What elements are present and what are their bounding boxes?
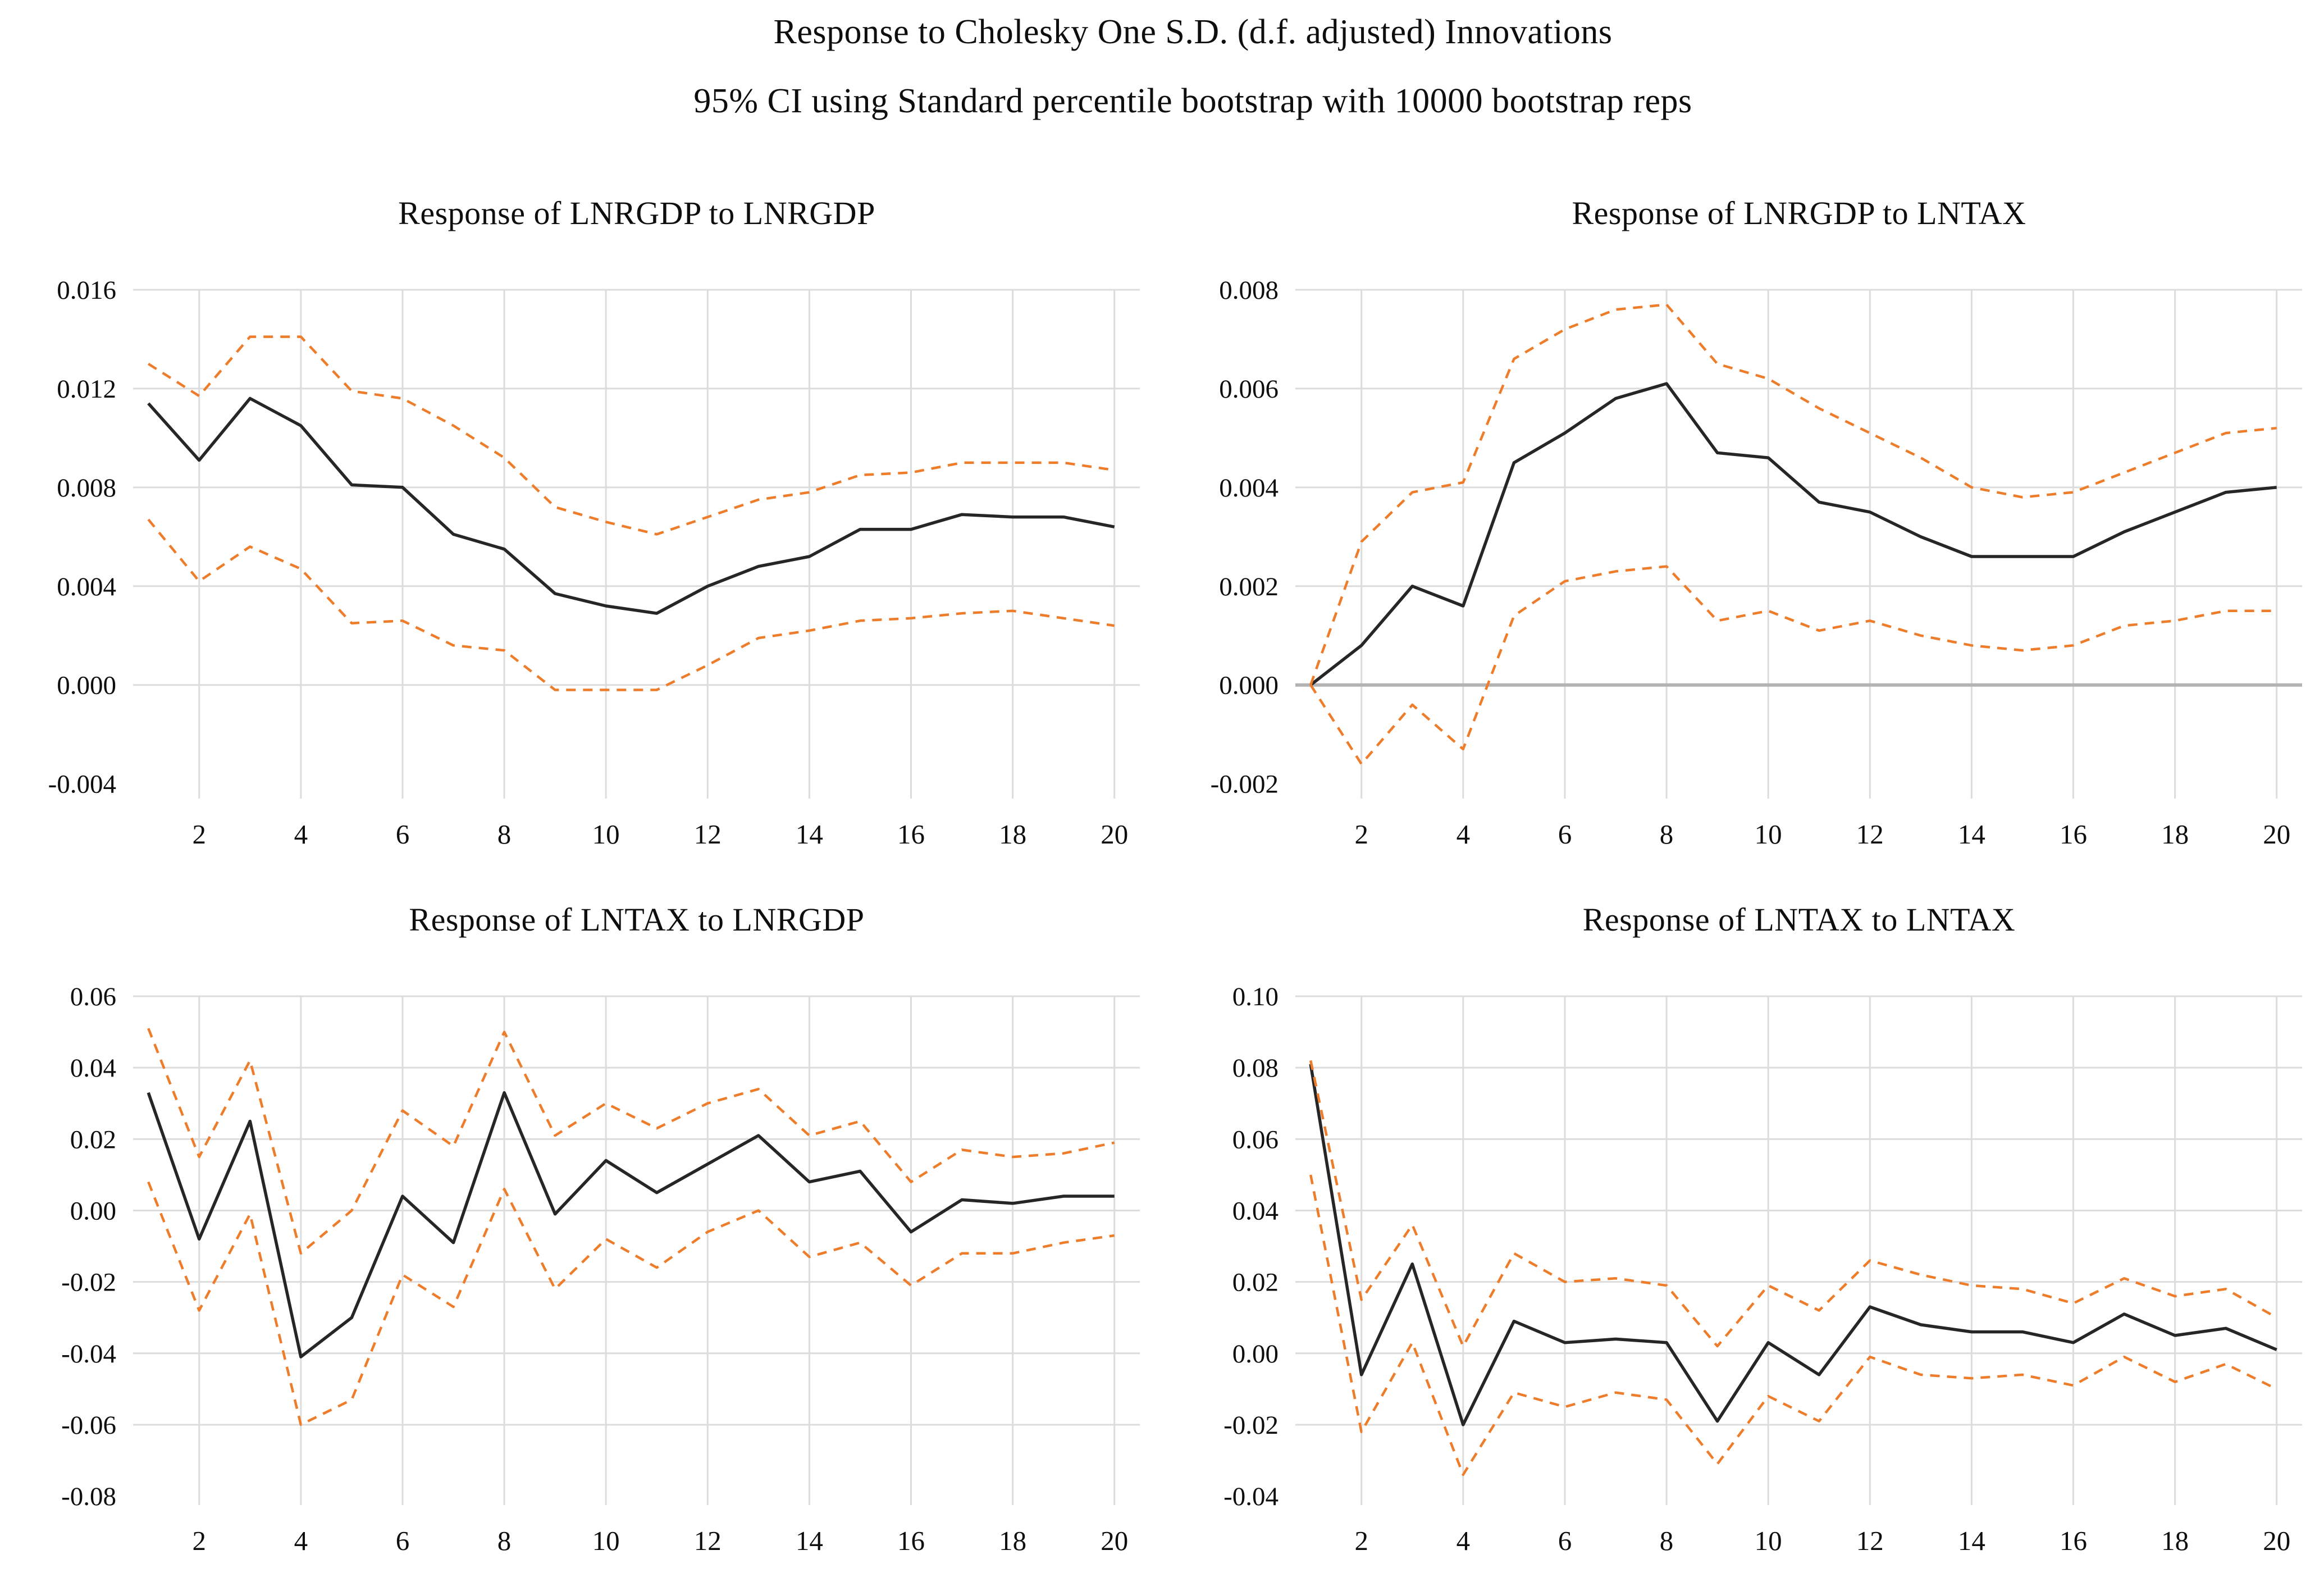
svg-text:0.00: 0.00	[70, 1196, 116, 1225]
svg-text:0.10: 0.10	[1232, 982, 1279, 1011]
svg-text:14: 14	[796, 819, 823, 850]
panel-response-lnrgdp-to-lntax: Response of LNRGDP to LNTAX 0.008 0.006 0.…	[1163, 168, 2322, 874]
svg-text:0.06: 0.06	[70, 982, 116, 1011]
panel-response-lnrgdp-to-lnrgdp: Response of LNRGDP to LNRGDP 0.016 0.012 0…	[1, 168, 1160, 874]
irf-chart-lnrgdp-to-lnrgdp: 0.016 0.012 0.008 0.004 0.000 -0.004 2 4 6 8 10 12 1…	[48, 276, 1140, 850]
svg-text:14: 14	[1958, 1525, 1985, 1556]
svg-text:10: 10	[592, 1525, 620, 1556]
svg-text:4: 4	[294, 1525, 308, 1556]
irf-chart-lntax-to-lntax: 0.10 0.08 0.06 0.04 0.02 0.00 -0.02 -0.04 2 4 6 8 10…	[1223, 982, 2302, 1556]
svg-text:8: 8	[1660, 1525, 1674, 1556]
svg-text:-0.04: -0.04	[61, 1339, 116, 1369]
svg-text:4: 4	[1457, 819, 1471, 850]
svg-text:18: 18	[999, 1525, 1026, 1556]
svg-text:14: 14	[796, 1525, 823, 1556]
svg-text:0.004: 0.004	[1219, 473, 1279, 503]
svg-text:16: 16	[897, 819, 925, 850]
irf-chart-lnrgdp-to-lntax: 0.008 0.006 0.004 0.002 0.000 -0.002 2 4 6 8 10 12 1…	[1211, 276, 2302, 850]
svg-text:6: 6	[396, 819, 410, 850]
figure-header: Response to Cholesky One S.D. (d.f. adju…	[0, 0, 2324, 121]
svg-text:20: 20	[2263, 819, 2290, 850]
svg-text:2: 2	[1354, 1525, 1368, 1556]
svg-text:0.000: 0.000	[57, 671, 116, 700]
svg-text:-0.02: -0.02	[61, 1268, 116, 1297]
panel-title: Response of LNRGDP to LNRGDP	[398, 195, 875, 231]
svg-text:16: 16	[897, 1525, 925, 1556]
svg-text:0.000: 0.000	[1219, 671, 1279, 700]
svg-text:0.02: 0.02	[1232, 1268, 1279, 1297]
svg-text:0.002: 0.002	[1219, 572, 1279, 601]
svg-text:0.012: 0.012	[57, 375, 116, 404]
svg-text:8: 8	[497, 819, 512, 850]
panel-title: Response of LNTAX to LNRGDP	[409, 901, 865, 938]
svg-text:18: 18	[2161, 1525, 2189, 1556]
svg-text:-0.004: -0.004	[48, 770, 116, 799]
svg-text:12: 12	[1856, 819, 1884, 850]
svg-text:0.02: 0.02	[70, 1125, 116, 1154]
panel-title: Response of LNTAX to LNTAX	[1582, 901, 2016, 938]
svg-text:-0.08: -0.08	[61, 1482, 116, 1511]
figure-title: Response to Cholesky One S.D. (d.f. adju…	[773, 13, 1613, 51]
svg-text:-0.06: -0.06	[61, 1411, 116, 1440]
svg-text:0.016: 0.016	[57, 276, 116, 305]
svg-text:0.008: 0.008	[1219, 276, 1279, 305]
svg-text:0.08: 0.08	[1232, 1054, 1279, 1083]
panel-response-lntax-to-lntax: Response of LNTAX to LNTAX 0.10 0.08 0.06 0…	[1163, 875, 2322, 1580]
svg-text:0.006: 0.006	[1219, 375, 1279, 404]
svg-text:-0.002: -0.002	[1211, 770, 1279, 799]
svg-text:0.00: 0.00	[1232, 1339, 1279, 1369]
svg-text:16: 16	[2060, 819, 2087, 850]
svg-text:10: 10	[1755, 819, 1782, 850]
svg-text:14: 14	[1958, 819, 1985, 850]
svg-text:12: 12	[1856, 1525, 1884, 1556]
svg-text:18: 18	[999, 819, 1026, 850]
svg-text:20: 20	[1101, 1525, 1128, 1556]
svg-text:2: 2	[1354, 819, 1368, 850]
svg-text:0.004: 0.004	[57, 572, 116, 601]
svg-text:8: 8	[497, 1525, 512, 1556]
svg-text:10: 10	[592, 819, 620, 850]
figure-subtitle: 95% CI using Standard percentile bootstr…	[693, 82, 1692, 120]
svg-text:0.06: 0.06	[1232, 1125, 1279, 1154]
svg-text:4: 4	[1457, 1525, 1471, 1556]
panel-title: Response of LNRGDP to LNTAX	[1572, 195, 2026, 231]
svg-text:20: 20	[2263, 1525, 2290, 1556]
svg-text:-0.04: -0.04	[1223, 1482, 1279, 1511]
svg-text:20: 20	[1101, 819, 1128, 850]
svg-text:18: 18	[2161, 819, 2189, 850]
svg-text:0.008: 0.008	[57, 473, 116, 503]
svg-text:12: 12	[694, 819, 722, 850]
svg-text:6: 6	[1558, 819, 1572, 850]
svg-text:0.04: 0.04	[1232, 1196, 1279, 1225]
svg-text:4: 4	[294, 819, 308, 850]
svg-text:2: 2	[192, 1525, 206, 1556]
svg-text:10: 10	[1755, 1525, 1782, 1556]
svg-text:12: 12	[694, 1525, 722, 1556]
svg-text:8: 8	[1660, 819, 1674, 850]
svg-text:6: 6	[1558, 1525, 1572, 1556]
svg-text:-0.02: -0.02	[1223, 1411, 1279, 1440]
svg-text:0.04: 0.04	[70, 1054, 116, 1083]
svg-text:16: 16	[2060, 1525, 2087, 1556]
svg-text:6: 6	[396, 1525, 410, 1556]
svg-text:2: 2	[192, 819, 206, 850]
panel-response-lntax-to-lnrgdp: Response of LNTAX to LNRGDP 0.06 0.04 0.02…	[1, 875, 1160, 1580]
irf-chart-lntax-to-lnrgdp: 0.06 0.04 0.02 0.00 -0.02 -0.04 -0.06 -0.08 2 4 6 8…	[61, 982, 1140, 1556]
